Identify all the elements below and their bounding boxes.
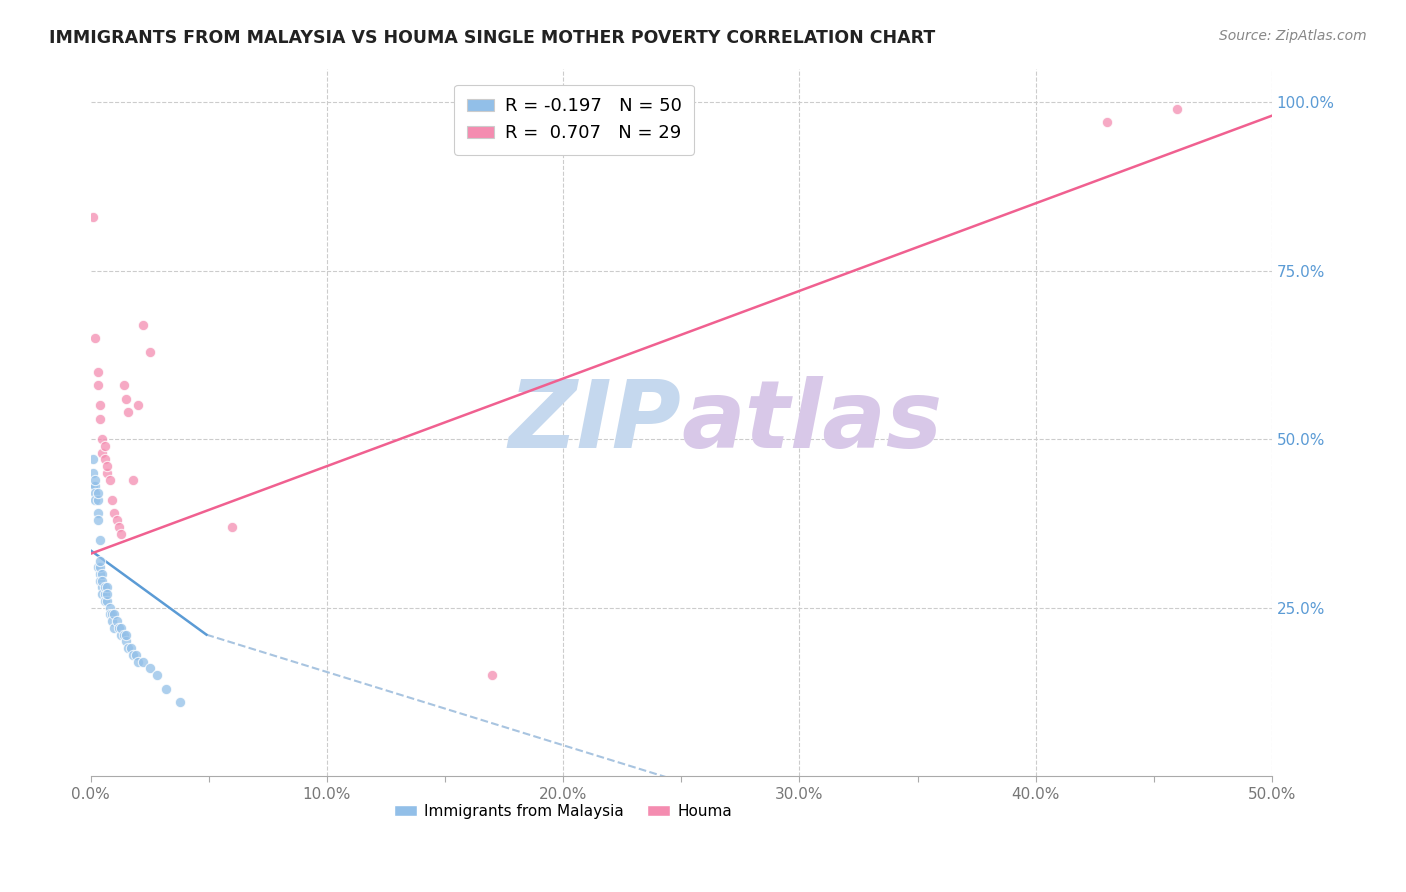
Point [86,492,108,507]
Point [86,513,108,527]
Point [84,331,107,345]
Point [94,594,117,608]
Point [115,392,138,406]
Point [94,587,117,601]
Legend: Immigrants from Malaysia, Houma: Immigrants from Malaysia, Houma [388,798,738,825]
Point [86,486,108,500]
Point [112,627,135,641]
Point [89,412,111,426]
Point [101,607,124,622]
Point [96,459,118,474]
Point [86,378,108,392]
Point [124,648,146,662]
Point [91,574,114,588]
Point [96,581,118,595]
Point [120,641,142,656]
Point [105,614,128,628]
Point [1166,102,1188,116]
Point [131,655,153,669]
Point [115,627,138,641]
Point [91,581,114,595]
Point [110,526,132,541]
Point [89,566,111,581]
Point [103,506,125,520]
Point [82,210,104,224]
Text: IMMIGRANTS FROM MALAYSIA VS HOUMA SINGLE MOTHER POVERTY CORRELATION CHART: IMMIGRANTS FROM MALAYSIA VS HOUMA SINGLE… [49,29,935,46]
Point [84,492,107,507]
Point [98,607,121,622]
Point [103,607,125,622]
Point [91,566,114,581]
Point [481,668,503,682]
Point [127,655,149,669]
Point [84,486,107,500]
Text: Source: ZipAtlas.com: Source: ZipAtlas.com [1219,29,1367,43]
Point [108,621,131,635]
Point [84,479,107,493]
Point [86,365,108,379]
Point [96,594,118,608]
Point [86,506,108,520]
Point [89,553,111,567]
Point [122,473,145,487]
Point [94,452,117,467]
Point [221,520,243,534]
Point [89,574,111,588]
Point [138,344,160,359]
Point [84,473,107,487]
Point [127,399,149,413]
Point [110,621,132,635]
Point [117,641,139,656]
Point [94,581,117,595]
Point [145,668,167,682]
Point [101,492,124,507]
Point [117,405,139,419]
Text: atlas: atlas [682,376,942,468]
Text: ZIP: ZIP [509,376,682,468]
Point [98,600,121,615]
Point [82,452,104,467]
Point [110,627,132,641]
Point [138,661,160,675]
Point [1095,115,1118,129]
Point [91,432,114,446]
Point [105,513,128,527]
Point [115,634,138,648]
Point [91,587,114,601]
Point [82,466,104,480]
Point [94,439,117,453]
Point [89,560,111,574]
Point [101,614,124,628]
Point [108,520,131,534]
Point [103,621,125,635]
Point [169,695,191,709]
Point [112,378,135,392]
Point [89,533,111,548]
Point [96,587,118,601]
Point [86,560,108,574]
Point [91,445,114,459]
Point [82,479,104,493]
Point [122,648,145,662]
Point [98,473,121,487]
Point [89,399,111,413]
Point [96,466,118,480]
Point [155,681,177,696]
Point [131,318,153,332]
